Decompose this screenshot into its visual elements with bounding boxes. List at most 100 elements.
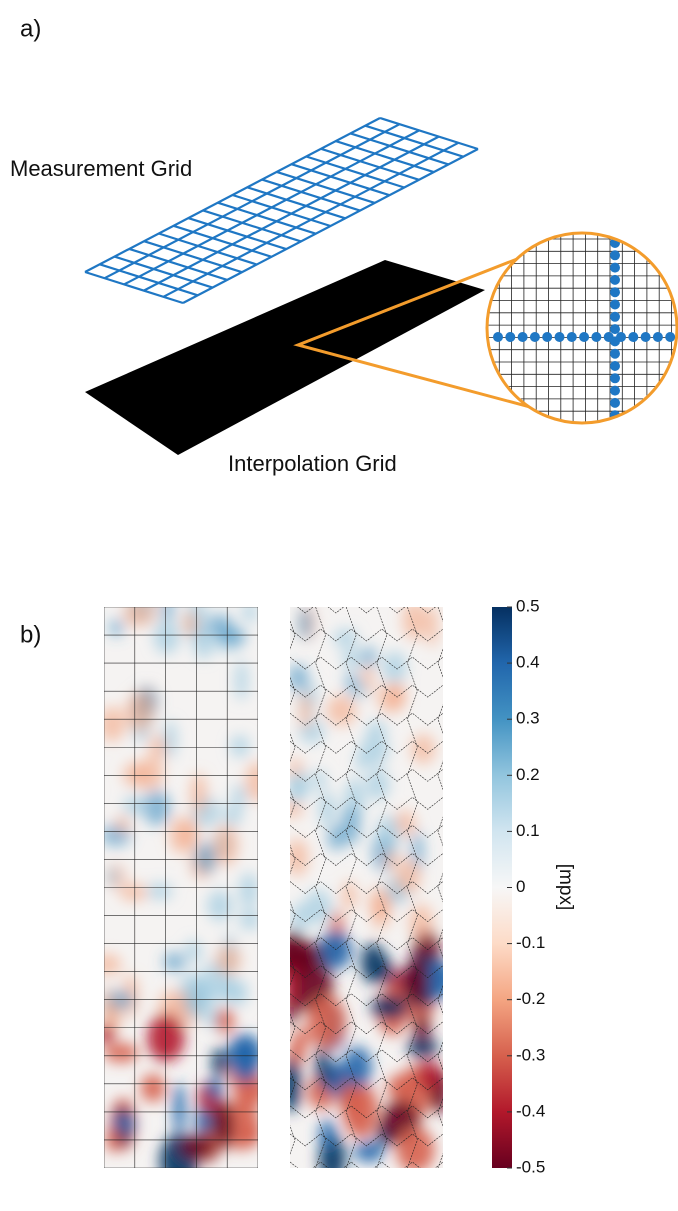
blob [123, 607, 148, 628]
dot [505, 332, 516, 342]
colorbar-tick-label: 0.2 [516, 765, 540, 784]
blob [182, 611, 198, 637]
blob [292, 1029, 310, 1047]
blob [417, 1059, 440, 1091]
grid-line [437, 607, 443, 1168]
grid-line [123, 129, 420, 286]
colorbar-tick-label: -0.4 [516, 1101, 545, 1120]
grid-line [104, 123, 401, 280]
blob [407, 1036, 439, 1058]
grid-line [290, 853, 443, 866]
dot [554, 332, 565, 342]
colorbar-tick-label: -0.3 [516, 1045, 545, 1064]
colorbar-label: [mpx] [555, 864, 576, 910]
grid-line [379, 116, 479, 151]
grid-line [290, 796, 443, 810]
blob [122, 762, 148, 787]
blob [185, 939, 202, 963]
grid-line [173, 224, 272, 258]
blob [142, 789, 171, 826]
colorbar-tick-label: -0.2 [516, 989, 545, 1008]
grid-line [290, 1021, 443, 1035]
grid-line [143, 240, 243, 274]
colorbar-tick-label: -0.5 [516, 1157, 545, 1176]
blob [290, 801, 304, 818]
zoom-border [485, 231, 678, 425]
blob [239, 872, 258, 909]
blob [425, 607, 439, 648]
blob [241, 607, 258, 623]
blob [366, 768, 390, 801]
grid-line [187, 217, 287, 251]
grid-line [290, 1105, 443, 1119]
blob [315, 1045, 330, 1088]
dot [529, 332, 540, 342]
blob [326, 694, 357, 727]
blob [223, 805, 242, 826]
blob [413, 1014, 431, 1042]
grid-line [315, 607, 326, 1168]
blob [388, 681, 406, 710]
blob [169, 817, 192, 854]
grid-line [290, 656, 443, 670]
dot [652, 332, 663, 342]
blob [116, 814, 130, 834]
blob [216, 1008, 235, 1034]
grid-line [290, 881, 443, 894]
grid-line [182, 148, 479, 304]
grid-line [290, 965, 443, 979]
panel-label: b) [20, 621, 41, 648]
blob [299, 692, 312, 730]
grid-line [162, 141, 459, 298]
blob [147, 1013, 185, 1062]
colorbar-tick-label: -0.1 [516, 933, 545, 952]
blob [104, 953, 122, 975]
blob [125, 692, 154, 732]
grid-line [246, 186, 346, 220]
measurement-grid [84, 116, 479, 305]
grid-line [290, 1133, 443, 1147]
grid-line [350, 132, 449, 166]
blob [245, 761, 258, 803]
dot [566, 332, 577, 342]
grid-line [290, 628, 443, 642]
dot [610, 324, 620, 335]
blob [160, 607, 175, 621]
dot [610, 299, 620, 310]
blob [211, 1047, 228, 1078]
dot [591, 332, 602, 342]
grid-line [99, 263, 199, 297]
blob [149, 734, 167, 762]
grid-line [261, 178, 361, 212]
grid-line [345, 607, 357, 1168]
blob [119, 883, 148, 902]
blob [290, 664, 309, 691]
blob [195, 1104, 212, 1141]
grid-line [320, 147, 420, 181]
blob [355, 751, 368, 772]
dot [493, 332, 503, 342]
grid-line [290, 825, 443, 838]
grid-line [290, 993, 443, 1007]
blob [179, 1135, 215, 1159]
dot [610, 373, 620, 384]
blob [409, 904, 434, 941]
blob [290, 964, 298, 1009]
grid-line [364, 124, 464, 158]
heatmap-right [290, 607, 443, 1168]
grid-line [202, 209, 302, 243]
dot [640, 332, 651, 342]
blob [387, 1074, 415, 1101]
blob [230, 734, 250, 758]
dot [542, 332, 553, 342]
blob [313, 769, 326, 792]
blob [411, 734, 436, 765]
blob [318, 931, 353, 970]
grid-line [290, 740, 443, 754]
colorbar-tick-label: 0.4 [516, 653, 540, 672]
blob [341, 648, 362, 668]
grid-line [297, 607, 436, 614]
dot [610, 336, 620, 347]
dot [517, 332, 528, 342]
blob [195, 841, 217, 874]
